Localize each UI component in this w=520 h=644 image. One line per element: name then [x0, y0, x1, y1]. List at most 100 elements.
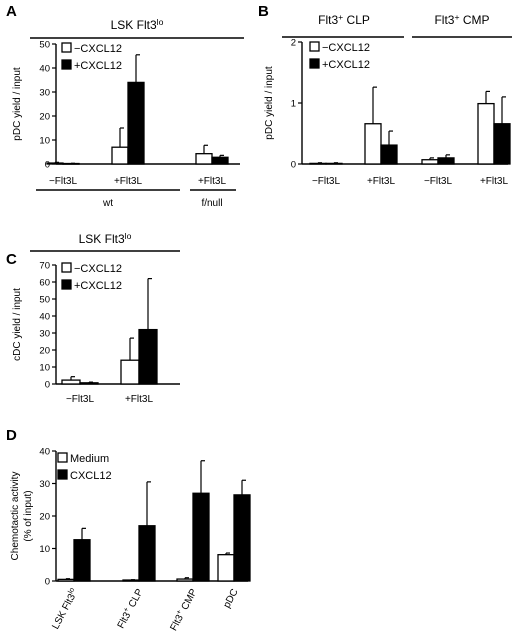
bar-filled [380, 144, 398, 165]
y-tick-label: 2 [291, 38, 296, 49]
y-tick-label: 10 [39, 544, 50, 555]
y-tick-label: 40 [39, 447, 50, 458]
bar-open [57, 578, 75, 582]
x-category-label-main: Flt3 [116, 610, 134, 630]
bar-open [46, 162, 64, 165]
group-header-label: Flt3+ CMP [434, 12, 489, 27]
x-category-label: −Flt3L [312, 176, 341, 187]
legend-swatch [57, 452, 68, 463]
bar-filled [73, 539, 91, 582]
x-category-label-rest: CLP [125, 587, 145, 612]
x-category-label: −Flt3L [49, 176, 78, 187]
bar-open [61, 379, 81, 385]
y-tick-label: 0 [45, 380, 50, 391]
header-label: LSK Flt3lo [79, 231, 132, 246]
bar-open [176, 578, 194, 582]
bar-open [120, 359, 140, 385]
bar-filled [437, 157, 455, 165]
x-category-label: pDC [222, 587, 241, 610]
x-category-label: +Flt3L [125, 394, 154, 405]
y-tick-label: 60 [39, 278, 50, 289]
panel-letter-d: D [6, 427, 17, 444]
y-axis-label: pDC yield / input [264, 66, 275, 140]
y-tick-label: 40 [39, 312, 50, 323]
legend-label: −CXCL12 [74, 43, 122, 55]
legend-label: +CXCL12 [74, 280, 122, 292]
bar-filled [138, 525, 156, 582]
header-label-main: LSK Flt3 [79, 232, 125, 246]
legend-swatch [61, 262, 72, 273]
x-category-label-main: pDC [222, 587, 241, 610]
bar-open [195, 153, 213, 165]
bar-open [217, 554, 235, 582]
x-category-label-sup: lo [66, 586, 77, 595]
legend-label: CXCL12 [70, 470, 112, 482]
x-category-label-rest: CMP [178, 587, 200, 615]
header-label-sup: lo [125, 231, 132, 241]
header-label-sup: lo [157, 17, 164, 27]
panel-a-chart: 0 10 20 30 40 50 pDC yield / input −CXCL12 +CXCL… [12, 17, 244, 209]
header-label: LSK Flt3lo [111, 17, 164, 32]
y-axis-label: cDC yield / input [12, 288, 23, 361]
bar-filled [79, 382, 99, 385]
x-category-label: +Flt3L [367, 176, 396, 187]
x-category-label: −Flt3L [424, 176, 453, 187]
legend-label: +CXCL12 [322, 59, 370, 71]
panel-d-chart: 0 10 20 30 40 Chemotactic activity (% of input… [10, 447, 251, 633]
group-header-label: Flt3+ CLP [318, 12, 370, 27]
bar-filled [138, 328, 158, 385]
x-category-label: −Flt3L [66, 394, 95, 405]
y-tick-label: 30 [39, 329, 50, 340]
y-tick-label: 50 [39, 295, 50, 306]
bar-filled [233, 494, 251, 582]
y-axis-label: Chemotactic activity [10, 472, 21, 561]
x-category-label-sup: + [121, 605, 131, 613]
y-tick-label: 50 [39, 40, 50, 51]
bar-filled [211, 156, 229, 165]
panel-letter-a: A [6, 3, 17, 20]
y-tick-label: 10 [39, 363, 50, 374]
group-header-label-sup: + [454, 12, 459, 22]
group-header-label-main: Flt3 [434, 13, 454, 27]
panel-letter-b: B [258, 3, 269, 20]
x-category-label: Flt3+ CLP [113, 586, 146, 631]
y-tick-label: 30 [39, 88, 50, 99]
y-tick-label: 0 [291, 160, 296, 171]
y-axis-label: pDC yield / input [12, 67, 23, 141]
y-tick-label: 20 [39, 346, 50, 357]
group-header-label-rest: CMP [460, 13, 490, 27]
panel-letter-c: C [6, 251, 17, 268]
y-tick-label: 20 [39, 112, 50, 123]
bar-filled [493, 123, 511, 165]
legend-label: −CXCL12 [74, 263, 122, 275]
x-category-label: +Flt3L [114, 176, 143, 187]
panel-b-chart: 0 1 2 pDC yield / input −CXCL12 +CXCL12 Flt3+ … [264, 12, 512, 187]
y-tick-label: 0 [45, 160, 50, 171]
legend-swatch [61, 59, 72, 70]
legend-label: Medium [70, 453, 109, 465]
legend-label: −CXCL12 [322, 42, 370, 54]
group-label: f/null [201, 198, 222, 209]
x-category-label-sup: + [174, 608, 184, 616]
legend-swatch [61, 42, 72, 53]
group-header-label-rest: CLP [343, 13, 370, 27]
bar-filled [192, 492, 210, 582]
x-category-label: +Flt3L [198, 176, 227, 187]
y-tick-label: 0 [45, 577, 50, 588]
x-category-label: LSK Flt3lo [48, 586, 81, 631]
bar-open [364, 123, 382, 165]
bar-open [309, 162, 327, 165]
x-category-label-main: Flt3 [168, 613, 186, 633]
y-tick-label: 10 [39, 136, 50, 147]
bar-filled [325, 162, 343, 165]
header-label-main: LSK Flt3 [111, 18, 157, 32]
x-category-label-main: LSK Flt3 [50, 592, 78, 631]
group-header-label-main: Flt3 [318, 13, 338, 27]
legend-swatch [309, 41, 320, 52]
x-category-label: +Flt3L [480, 176, 509, 187]
y-tick-label: 70 [39, 261, 50, 272]
legend-label: +CXCL12 [74, 60, 122, 72]
x-category-label: Flt3+ CMP [166, 586, 200, 633]
legend-swatch [61, 279, 72, 290]
